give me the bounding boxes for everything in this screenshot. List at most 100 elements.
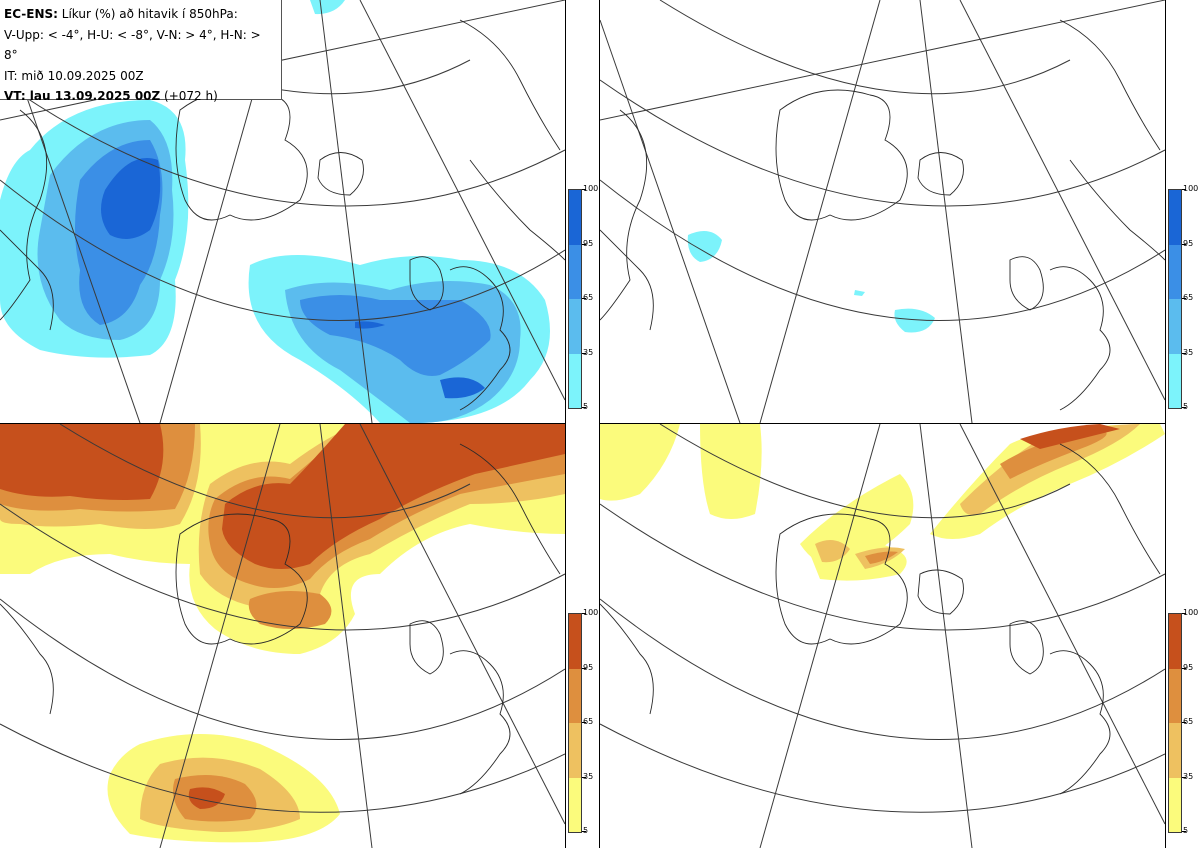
colorbar-tick-label: 100 (1183, 608, 1199, 617)
map-panel-top-right (600, 0, 1165, 423)
prob-area (310, 0, 345, 15)
map-panel-bottom-left (0, 424, 565, 848)
colorbar-segment (1169, 353, 1181, 408)
prob-area (300, 295, 491, 376)
panel-divider-horizontal-right (600, 423, 1166, 424)
colorbar-tick-label: 100 (583, 608, 599, 617)
colorbar-tick-mark (582, 407, 586, 408)
colorbar-tick-mark (1182, 243, 1186, 245)
map-panel-top-left: EC-ENS: Líkur (%) að hitavik í 850hPa: V… (0, 0, 565, 423)
prob-area (101, 158, 161, 239)
colorbar-tick-label: 65 (583, 293, 594, 302)
prob-area (1000, 429, 1107, 479)
prob-area (248, 590, 332, 629)
colorbar-tick-label: 95 (583, 662, 594, 672)
prob-area (854, 290, 865, 296)
colorbar-segment (569, 299, 581, 354)
prob-area (700, 424, 762, 519)
colorbar-segment (569, 777, 581, 832)
prob-area (930, 424, 1165, 539)
colorbar-tick-mark (582, 613, 586, 614)
map-top-left (0, 0, 565, 423)
colorbar-tick-mark (582, 243, 586, 245)
map-bottom-right (600, 424, 1165, 848)
colorbar-tick-mark (582, 189, 586, 190)
colorbar-tick-label: 5 (1183, 402, 1189, 411)
colorbar-tick-mark (1182, 831, 1186, 832)
colorbar-tick-label: 95 (1183, 662, 1194, 672)
prob-area (1020, 424, 1120, 449)
colorbar-tick-label: 100 (1183, 184, 1199, 193)
colorbar-tick-mark (1182, 352, 1186, 354)
prob-area (687, 231, 722, 262)
colorbar-segment (569, 244, 581, 299)
colorbar-tick-mark (1182, 613, 1186, 614)
colorbar-scale (568, 613, 582, 833)
prob-area (815, 540, 850, 563)
panel-divider-vertical-mid (599, 0, 600, 848)
colorbar-segment (1169, 777, 1181, 832)
colorbar-segment (1169, 190, 1181, 245)
colorbar-segment (1169, 723, 1181, 778)
colorbar-tick-mark (1182, 776, 1186, 778)
colorbar-tick-mark (1182, 189, 1186, 190)
colorbar-scale (1168, 189, 1182, 409)
prob-area (894, 308, 935, 333)
prob-area (600, 424, 680, 501)
colorbar-segment (569, 614, 581, 669)
colorbar-segment (569, 190, 581, 245)
colorbar-tick-mark (1182, 298, 1186, 299)
map-bottom-left (0, 424, 565, 848)
colorbar-scale (1168, 613, 1182, 833)
prob-area (0, 424, 164, 500)
colorbar-tick-mark (582, 352, 586, 354)
title-line3: IT: mið 10.09.2025 00Z (4, 68, 144, 83)
panel-divider-horizontal-left (0, 423, 566, 424)
title-line1: Líkur (%) að hitavik í 850hPa: (57, 7, 238, 21)
colorbar-tick-label: 35 (1183, 771, 1194, 781)
map-top-right (600, 0, 1165, 423)
colorbar-tick-label: 95 (1183, 238, 1194, 248)
colorbar-segment (1169, 244, 1181, 299)
colorbar-tick-label: 65 (1183, 293, 1194, 302)
colorbar-segment (1169, 614, 1181, 669)
prob-area (865, 551, 898, 564)
colorbar-segment (569, 723, 581, 778)
colorbar-tick-mark (582, 831, 586, 832)
prob-area (188, 787, 225, 809)
prob-area (960, 424, 1140, 516)
colorbar-segment (569, 353, 581, 408)
colorbar-tick-label: 35 (583, 347, 594, 357)
panel-divider-vertical-left (565, 0, 566, 848)
prob-area (355, 321, 385, 329)
colorbar-tick-mark (1182, 407, 1186, 408)
title-product: EC-ENS: (4, 7, 58, 21)
colorbar-segment (569, 668, 581, 723)
title-valid-time: VT: lau 13.09.2025 00Z (4, 89, 161, 103)
colorbar-tick-label: 100 (583, 184, 599, 193)
colorbar-tick-label: 5 (1183, 826, 1189, 835)
prob-area (222, 424, 565, 569)
colorbar-tick-label: 65 (1183, 717, 1194, 726)
colorbar-tick-label: 35 (1183, 347, 1194, 357)
panel-divider-vertical-right (1165, 0, 1166, 848)
title-lead-time: (+072 h) (160, 89, 218, 103)
colorbar-scale (568, 189, 582, 409)
prob-area (440, 377, 485, 399)
colorbar-tick-label: 5 (583, 402, 589, 411)
colorbar-tick-mark (1182, 667, 1186, 669)
colorbar-segment (1169, 668, 1181, 723)
title-box: EC-ENS: Líkur (%) að hitavik í 850hPa: V… (0, 0, 282, 103)
colorbar-tick-label: 95 (583, 238, 594, 248)
colorbar-tick-label: 5 (583, 826, 589, 835)
title-line2: V-Upp: < -4°, H-U: < -8°, V-N: > 4°, H-N… (4, 27, 261, 63)
colorbar-tick-mark (582, 776, 586, 778)
colorbar-tick-mark (582, 722, 586, 723)
colorbar-tick-mark (582, 667, 586, 669)
map-panel-bottom-right (600, 424, 1165, 848)
colorbar-tick-mark (1182, 722, 1186, 723)
colorbar-segment (1169, 299, 1181, 354)
colorbar-tick-mark (582, 298, 586, 299)
colorbar-tick-label: 65 (583, 717, 594, 726)
colorbar-tick-label: 35 (583, 771, 594, 781)
